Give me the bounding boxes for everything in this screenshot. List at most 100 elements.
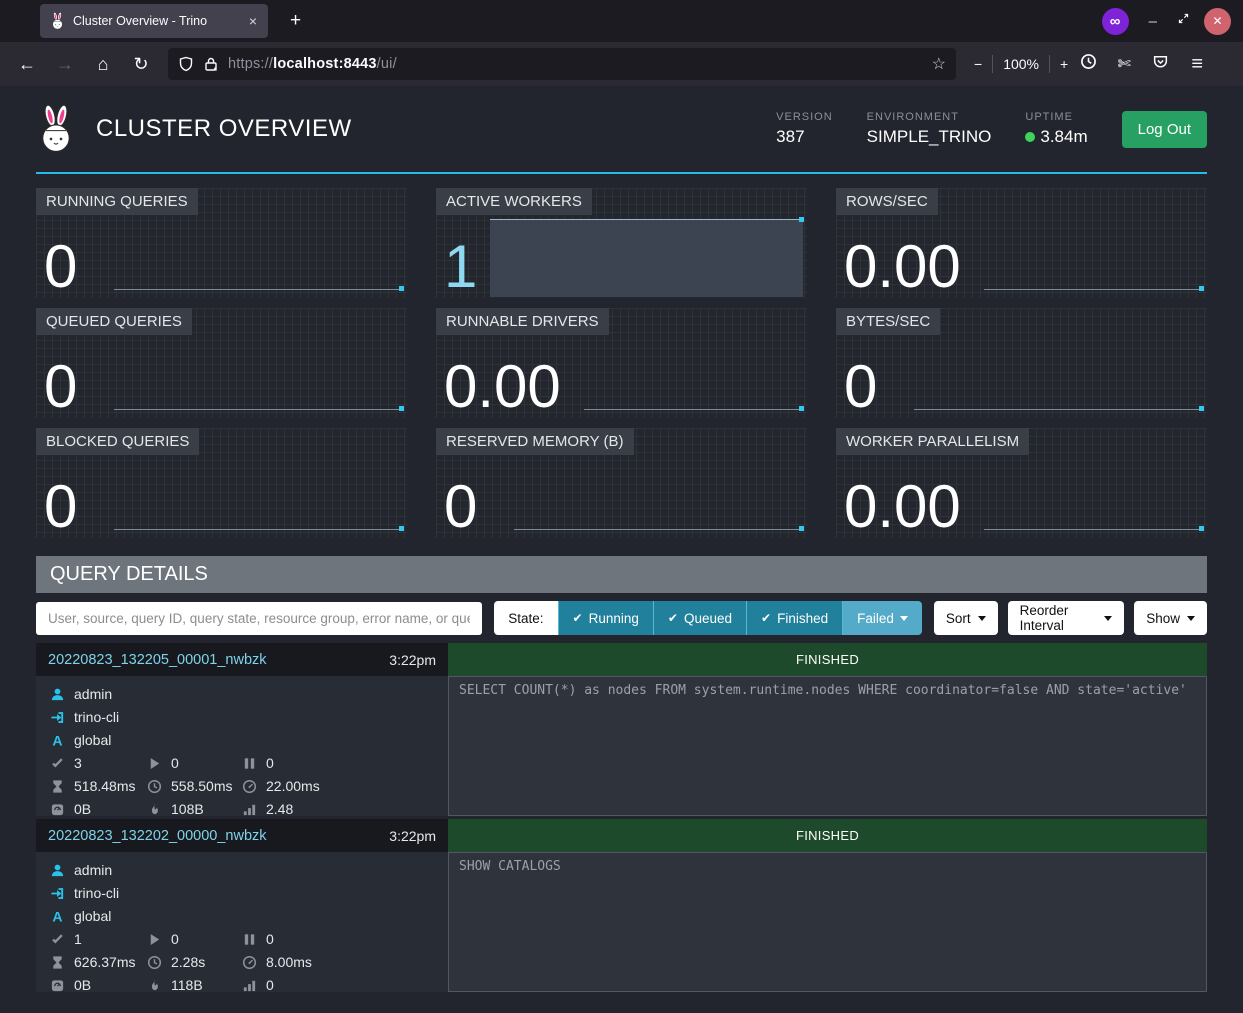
query-filter-bar: State: ✔ Running ✔ Queued ✔ Finished Failed… — [36, 601, 1207, 635]
query-search-input[interactable] — [36, 601, 483, 635]
sparkline-dot — [799, 406, 804, 411]
zoom-level[interactable]: 100% — [1003, 56, 1039, 72]
cpu-time-icon — [242, 779, 257, 794]
cumulative-memory: 118B — [171, 977, 203, 993]
parallelism-eq-icon — [242, 802, 257, 817]
trino-favicon-icon — [50, 12, 65, 30]
completed-splits: 3 — [74, 755, 82, 771]
query-status-badge: FINISHED — [448, 643, 1207, 676]
sparkline-dot — [1199, 526, 1204, 531]
running-splits-icon — [147, 756, 162, 771]
sparkline — [113, 409, 403, 410]
elapsed-time-icon — [147, 779, 162, 794]
stat-tiles: RUNNING QUERIES 0 ACTIVE WORKERS 1 ROWS/… — [36, 188, 1207, 538]
browser-tab[interactable]: Cluster Overview - Trino × — [40, 4, 268, 38]
tile-runnable-drivers: RUNNABLE DRIVERS 0.00 — [436, 308, 807, 418]
query-id-link[interactable]: 20220823_132202_00000_nwbzk — [48, 827, 267, 844]
filter-label: Finished — [777, 610, 829, 626]
show-dropdown[interactable]: Show — [1134, 601, 1207, 635]
zoom-in-button[interactable]: + — [1060, 56, 1069, 72]
query-id-link[interactable]: 20220823_132205_00001_nwbzk — [48, 651, 267, 668]
current-memory: 0B — [74, 801, 92, 817]
sort-dropdown[interactable]: Sort — [933, 601, 998, 635]
logout-button[interactable]: Log Out — [1121, 110, 1207, 148]
menu-button[interactable]: ≡ — [1191, 52, 1204, 75]
completed-splits: 1 — [74, 931, 82, 947]
uptime-label: UPTIME — [1025, 111, 1073, 123]
trino-page: CLUSTER OVERVIEW VERSION 387 ENVIRONMENT… — [0, 86, 1243, 993]
filter-failed-dropdown[interactable]: Failed — [842, 601, 922, 635]
tile-label: BLOCKED QUERIES — [36, 428, 200, 455]
tab-title: Cluster Overview - Trino — [73, 14, 208, 28]
execution-time: 626.37ms — [74, 954, 136, 970]
tile-value: 0 — [44, 233, 78, 300]
sparkline-dot — [399, 526, 404, 531]
url-path: /ui/ — [376, 56, 397, 72]
query-stats: admin trino-cli global 3 0 0 518.48ms 55… — [36, 676, 448, 817]
reorder-interval-dropdown[interactable]: Reorder Interval — [1007, 601, 1125, 635]
user-icon — [50, 863, 65, 878]
filter-finished-button[interactable]: ✔ Finished — [746, 601, 843, 635]
resource-group-icon — [50, 733, 65, 748]
filter-label: Failed — [857, 610, 894, 626]
tile-blocked-queries: BLOCKED QUERIES 0 — [36, 428, 407, 538]
restore-window-button[interactable] — [1177, 12, 1190, 30]
forward-button[interactable]: → — [56, 53, 74, 74]
sparkline — [984, 289, 1203, 290]
history-button[interactable] — [1072, 53, 1104, 75]
caret-down-icon — [1187, 616, 1195, 625]
cluster-meta: VERSION 387 ENVIRONMENT SIMPLE_TRINO UPT… — [776, 111, 1087, 147]
caret-down-icon — [977, 616, 986, 625]
tracking-shield-icon[interactable] — [178, 56, 194, 72]
tile-value: 0.00 — [844, 473, 961, 540]
filter-running-button[interactable]: ✔ Running — [557, 601, 653, 635]
history-clock-icon — [1080, 53, 1097, 70]
tile-active-workers: ACTIVE WORKERS 1 — [436, 188, 807, 298]
current-memory: 0B — [74, 977, 92, 993]
header-accent-line — [36, 172, 1207, 174]
uptime-block: UPTIME 3.84m — [1025, 111, 1088, 147]
new-tab-button[interactable]: + — [290, 10, 302, 31]
lock-warning-icon[interactable] — [203, 56, 219, 72]
filter-label: Queued — [683, 610, 733, 626]
cumulative-memory-flame-icon — [147, 802, 162, 817]
filter-queued-button[interactable]: ✔ Queued — [652, 601, 747, 635]
tile-worker-parallelism: WORKER PARALLELISM 0.00 — [836, 428, 1207, 538]
browser-tab-bar: Cluster Overview - Trino × + ∞ – ✕ — [0, 0, 1243, 42]
source-signin-icon — [50, 886, 65, 901]
query-resource-group: global — [74, 908, 112, 924]
parallelism-eq-icon — [242, 978, 257, 993]
status-dot-icon — [1025, 132, 1036, 142]
state-filter-label: State: — [494, 601, 558, 635]
environment-block: ENVIRONMENT SIMPLE_TRINO — [867, 111, 992, 147]
filter-label: Running — [588, 610, 639, 626]
pocket-button[interactable] — [1144, 53, 1176, 75]
close-window-button[interactable]: ✕ — [1204, 7, 1231, 35]
tab-close-icon[interactable]: × — [248, 13, 257, 29]
zoom-out-button[interactable]: − — [974, 56, 983, 72]
tile-label: ROWS/SEC — [836, 188, 938, 215]
user-icon — [50, 687, 65, 702]
minimize-button[interactable]: – — [1148, 12, 1157, 30]
tile-value: 1 — [444, 233, 478, 300]
environment-label: ENVIRONMENT — [866, 111, 959, 123]
execution-time: 518.48ms — [74, 778, 136, 794]
sparkline — [513, 529, 803, 530]
tile-label: ACTIVE WORKERS — [436, 188, 592, 215]
tile-value: 0 — [844, 353, 878, 420]
refresh-button[interactable]: ↻ — [133, 53, 149, 74]
query-header: 20220823_132202_00000_nwbzk 3:22pm — [36, 819, 448, 852]
check-icon: ✔ — [572, 611, 583, 625]
screenshot-button[interactable]: ✄ — [1117, 56, 1131, 73]
tile-bytes-sec: BYTES/SEC 0 — [836, 308, 1207, 418]
tile-label: BYTES/SEC — [836, 308, 941, 335]
url-host: localhost:8443 — [273, 56, 377, 72]
sparkline-dot — [399, 406, 404, 411]
back-button[interactable]: ← — [18, 53, 36, 74]
restore-icon — [1177, 12, 1190, 25]
url-bar[interactable]: https://localhost:8443/ui/ ☆ — [168, 48, 956, 80]
bookmark-star-icon[interactable]: ☆ — [931, 56, 946, 73]
source-signin-icon — [50, 710, 65, 725]
query-source: trino-cli — [74, 885, 120, 901]
home-button[interactable]: ⌂ — [97, 53, 109, 74]
